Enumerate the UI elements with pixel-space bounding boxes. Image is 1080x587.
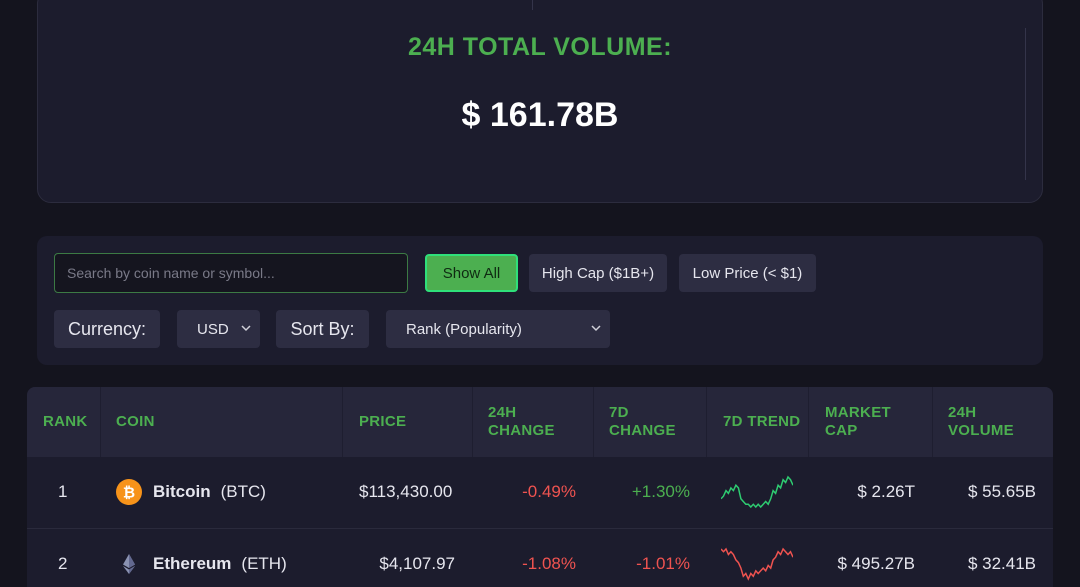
coin-name: Bitcoin — [153, 482, 211, 501]
price-cell: $113,430.00 — [359, 482, 453, 501]
show-all-button[interactable]: Show All — [425, 254, 518, 292]
market-cap-cell: $ 495.27B — [837, 554, 915, 573]
header-24h-volume[interactable]: 24H VOLUME — [948, 404, 1014, 439]
currency-label: Currency: — [54, 310, 160, 348]
header-24h-change[interactable]: 24H CHANGE — [488, 404, 555, 439]
currency-value: USD — [197, 320, 229, 338]
change-24h-cell: -1.08% — [522, 554, 576, 573]
coin-cell[interactable]: Ethereum (ETH) — [116, 529, 287, 587]
coin-symbol: (ETH) — [241, 554, 287, 573]
ethereum-icon — [116, 551, 142, 577]
chevron-down-icon — [241, 325, 251, 332]
market-cap-cell: $ 2.26T — [857, 482, 915, 501]
change-24h-cell: -0.49% — [522, 482, 576, 501]
volume-cell: $ 32.41B — [967, 554, 1036, 573]
rank-cell: 2 — [58, 554, 68, 573]
header-market-cap[interactable]: MARKET CAP — [825, 404, 891, 439]
svg-text:₿: ₿ — [123, 484, 135, 502]
trend-cell — [721, 529, 793, 587]
chevron-down-icon — [591, 325, 601, 332]
low-price-button[interactable]: Low Price (< $1) — [679, 254, 816, 292]
coin-table: RANK COIN PRICE 24H CHANGE 7D CHANGE 7D TR… — [27, 387, 1053, 587]
coin-cell[interactable]: ₿ Bitcoin (BTC) — [116, 457, 266, 527]
coin-name: Ethereum — [153, 554, 232, 573]
sparkline — [721, 547, 793, 581]
rank-cell: 1 — [58, 482, 68, 501]
total-volume-card: 24H TOTAL VOLUME: $ 161.78B — [37, 0, 1043, 203]
divider — [532, 0, 533, 10]
volume-cell: $ 55.65B — [967, 482, 1036, 501]
price-cell: $4,107.97 — [379, 554, 455, 573]
sparkline-path — [721, 547, 793, 581]
divider — [1025, 28, 1026, 180]
bitcoin-icon: ₿ — [116, 479, 142, 505]
sparkline — [721, 475, 793, 509]
sort-label: Sort By: — [276, 310, 369, 348]
table-header: RANK COIN PRICE 24H CHANGE 7D CHANGE 7D TR… — [27, 387, 1053, 457]
table-row[interactable]: 2 Ethereum (ETH) $4,107.97 -1.08% -1.01%… — [27, 529, 1053, 587]
high-cap-button[interactable]: High Cap ($1B+) — [529, 254, 667, 292]
change-7d-cell: +1.30% — [631, 482, 690, 501]
search-input[interactable] — [54, 253, 408, 293]
header-coin[interactable]: COIN — [116, 413, 155, 430]
volume-title: 24H TOTAL VOLUME: — [407, 33, 673, 61]
header-rank[interactable]: RANK — [43, 413, 88, 430]
trend-cell — [721, 457, 793, 527]
sparkline-path — [721, 475, 793, 509]
table-row[interactable]: 1 ₿ Bitcoin (BTC) $113,430.00 -0.49% +1.… — [27, 457, 1053, 529]
filter-panel: Show All High Cap ($1B+) Low Price (< $1… — [37, 236, 1043, 365]
header-7d-trend[interactable]: 7D TREND — [723, 413, 801, 430]
header-7d-change[interactable]: 7D CHANGE — [609, 404, 676, 439]
sort-value: Rank (Popularity) — [406, 320, 522, 338]
volume-value: $ 161.78B — [461, 96, 619, 134]
change-7d-cell: -1.01% — [636, 554, 690, 573]
header-price[interactable]: PRICE — [359, 413, 407, 430]
sort-select[interactable]: Rank (Popularity) — [386, 310, 610, 348]
currency-select[interactable]: USD — [177, 310, 260, 348]
coin-symbol: (BTC) — [220, 482, 266, 501]
